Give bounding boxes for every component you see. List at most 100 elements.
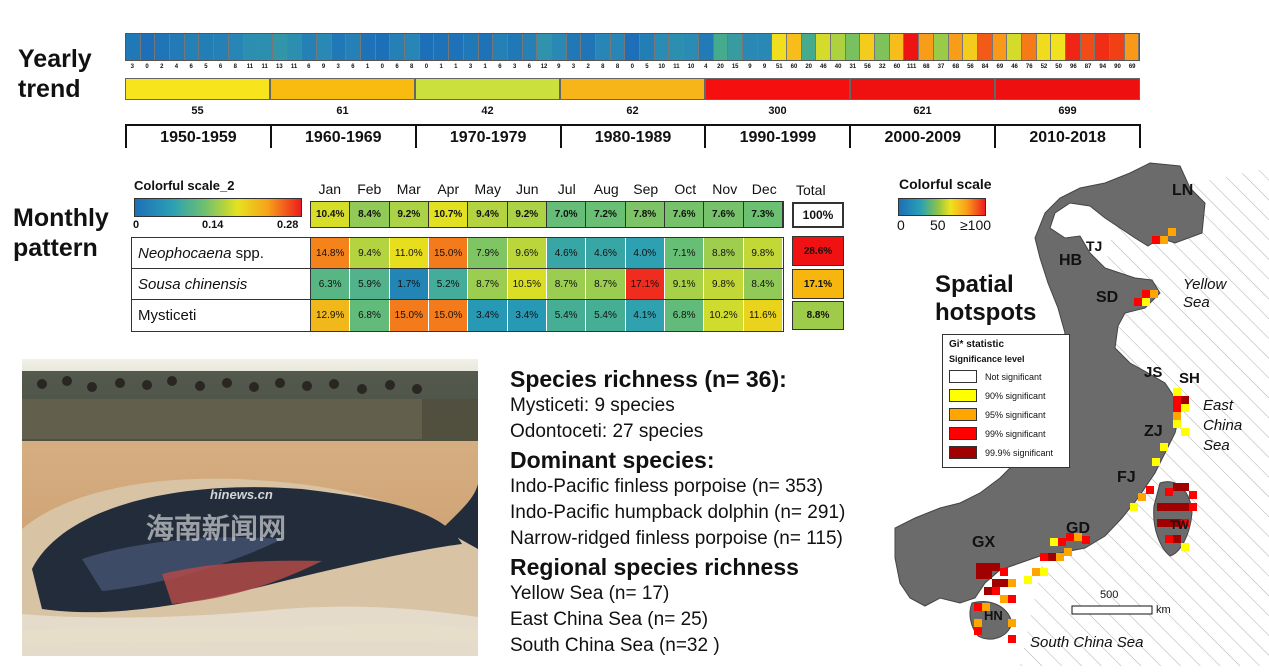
year-count-label: 3	[468, 64, 473, 70]
year-count-label: 69	[1128, 64, 1136, 70]
species-month-cell: 3.4%	[468, 300, 508, 331]
month-all-cell: 7.6%	[704, 202, 744, 227]
year-cell	[287, 34, 303, 60]
decade-total: 61	[336, 105, 349, 117]
species-row: Sousa chinensis 6.3% 5.9% 1.7% 5.2% 8.7% 10.5%…	[132, 269, 783, 300]
year-cell	[977, 34, 993, 60]
species-month-cell: 6.3%	[311, 269, 351, 299]
year-count-label: 0	[145, 64, 149, 70]
year-cell	[449, 34, 464, 60]
species-month-cell: 15.0%	[389, 300, 429, 331]
month-header-cell: Jun	[515, 181, 539, 197]
year-count-label: 11	[290, 64, 298, 70]
gi-legend-row: 90% significant	[949, 386, 1063, 405]
year-count-label: 46	[820, 64, 827, 70]
species-month-cell: 15.0%	[428, 300, 469, 331]
monthly-pattern-label: Monthly pattern	[13, 204, 109, 262]
year-count-label: 9	[557, 64, 561, 70]
map-scale-tick-min: 0	[897, 217, 905, 233]
sea-label-yellow: Yellow Sea	[1183, 276, 1227, 311]
year-cell	[1021, 34, 1037, 60]
year-cell	[140, 34, 156, 60]
month-all-cell: 7.2%	[586, 202, 626, 227]
year-count-label: 90	[1114, 64, 1121, 70]
year-count-label: 1	[439, 64, 443, 70]
species-month-cell: 9.8%	[743, 238, 783, 268]
species-month-cell: 6.8%	[350, 300, 390, 331]
sea-label-south: South China Sea	[1030, 634, 1144, 651]
year-count-label: 10	[687, 64, 695, 70]
year-count-label: 20	[805, 64, 813, 70]
map-scale-title: Colorful scale	[899, 176, 992, 192]
year-count-label: 87	[1084, 64, 1092, 70]
month-all-cell: 10.7%	[428, 202, 469, 227]
year-cell	[713, 34, 729, 60]
year-count-label: 5	[645, 64, 649, 70]
spatial-hotspot-map: Colorful scale 0 50 ≥100 Spatial hotspot…	[890, 158, 1269, 666]
species-month-cell: 8.7%	[468, 269, 508, 299]
year-count-label: 52	[1040, 64, 1048, 70]
sea-label-east: East China Sea	[1203, 397, 1243, 454]
sig-title: Significance level	[949, 354, 1025, 364]
month-header-cell: Sep	[633, 181, 659, 197]
scale-bar-unit: km	[1156, 604, 1171, 616]
province-SH: SH	[1179, 370, 1200, 387]
year-cell	[581, 34, 596, 60]
species-month-cell: 4.6%	[546, 238, 587, 268]
regional-item: East China Sea (n= 25)	[510, 609, 709, 630]
species-month-cell: 5.4%	[586, 300, 626, 331]
species-name-main: Neophocaena	[138, 244, 232, 262]
year-cell	[816, 34, 831, 60]
year-cell	[684, 34, 699, 60]
year-count-label: 69	[996, 64, 1004, 70]
year-cell	[1110, 34, 1125, 60]
species-name-main: Sousa chinensis	[138, 275, 248, 293]
richness-line-mysticeti: Mysticeti: 9 species	[510, 395, 675, 416]
year-count-label: 1	[454, 64, 458, 70]
decade-label: 1960-1969	[269, 126, 415, 148]
photo-watermark-en: hinews.cn	[210, 487, 273, 502]
species-month-cell: 8.7%	[546, 269, 587, 299]
province-LN: LN	[1172, 182, 1194, 199]
year-count-label: 9	[321, 64, 326, 70]
gi-legend-label: 99.9% significant	[985, 447, 1054, 458]
year-count-label: 37	[937, 64, 945, 70]
year-cell	[1095, 34, 1111, 60]
year-count-label: 8	[233, 64, 237, 70]
gi-legend-swatch	[949, 389, 977, 402]
species-name: Sousa chinensis	[132, 269, 311, 299]
month-header-cell: Jan	[318, 181, 342, 197]
year-count-label: 76	[1025, 64, 1033, 70]
year-count-label: 111	[906, 64, 917, 70]
year-cell	[919, 34, 934, 60]
province-GX: GX	[972, 534, 996, 551]
total-species-0: 28.6%	[792, 236, 844, 266]
month-all-cell: 10.4%	[311, 202, 351, 227]
province-JS: JS	[1144, 364, 1163, 381]
year-cell	[390, 34, 406, 60]
gi-legend-row: 95% significant	[949, 405, 1063, 424]
year-cell	[1036, 34, 1052, 60]
species-month-cell: 5.9%	[350, 269, 390, 299]
year-count-label: 11	[246, 64, 254, 70]
year-count-label: 56	[967, 64, 974, 70]
decade-total: 55	[191, 105, 204, 117]
species-month-cell: 5.2%	[428, 269, 469, 299]
year-cell	[228, 34, 244, 60]
decade-total: 621	[913, 105, 932, 117]
species-name: Mysticeti	[132, 300, 311, 331]
year-count-label: 8	[410, 64, 414, 70]
gi-legend-label: 95% significant	[985, 409, 1046, 420]
year-count-label: 8	[615, 64, 620, 70]
month-header-cell: Nov	[712, 181, 738, 197]
decade-bar	[270, 78, 415, 100]
species-month-cell: 8.4%	[743, 269, 783, 299]
year-cell	[1051, 34, 1066, 60]
province-ZJ: ZJ	[1144, 423, 1163, 440]
year-count-label: 6	[395, 64, 399, 70]
decade-bar	[705, 78, 850, 100]
decade-total: 62	[626, 105, 639, 117]
gi-legend: Gi* statistic Significance level Not sig…	[942, 334, 1070, 468]
species-month-cell: 5.4%	[546, 300, 587, 331]
year-cell	[728, 34, 743, 60]
